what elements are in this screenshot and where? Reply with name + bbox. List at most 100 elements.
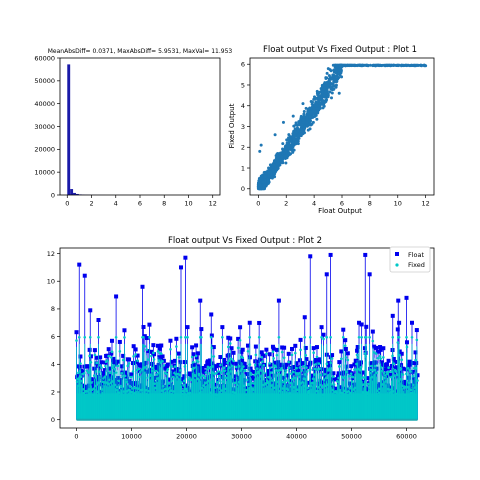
float-marker [364,324,369,329]
fixed-marker [223,366,226,370]
scatter-point [291,135,295,139]
plot-frame [59,247,435,429]
fixed-marker [123,374,127,378]
fixed-marker [299,348,302,352]
fixed-marker [106,359,109,362]
plot2-marks [74,252,420,421]
float-marker [182,360,187,365]
scatter-point [271,168,275,172]
float-marker [135,353,140,358]
float-marker [121,387,126,392]
float-marker [343,346,348,351]
float-marker [357,320,362,325]
fixed-marker [202,374,206,378]
float-marker [88,308,93,313]
float-marker [137,368,142,373]
float-marker [321,332,326,337]
scatter-point [275,158,279,162]
float-marker [291,382,296,387]
float-marker [413,350,418,355]
float-marker [376,349,381,354]
float-marker [102,368,107,373]
fixed-marker [171,375,175,379]
fixed-marker [325,336,329,339]
fixed-marker [156,350,160,353]
fixed-marker [407,366,410,370]
float-marker [176,351,181,356]
fixed-marker [208,366,212,370]
fixed-marker [117,379,120,383]
float-marker [77,262,82,267]
float-marker [86,364,91,369]
float-marker [347,369,352,374]
scatter-point [328,90,332,94]
scatter-point [332,87,336,91]
float-marker [171,385,176,390]
float-marker [349,364,354,369]
float-marker [222,361,227,366]
float-marker [256,364,261,369]
scatter-point [352,63,356,67]
float-marker [165,362,170,367]
fixed-marker [192,366,196,370]
float-marker [140,284,145,289]
float-marker [353,382,358,387]
float-marker [272,381,277,386]
scatter-point [313,110,317,114]
scatter-point [293,127,297,131]
float-marker [401,383,406,388]
float-marker [220,325,225,330]
float-marker [216,362,221,367]
fixed-marker [293,351,297,355]
fixed-marker [382,371,386,375]
float-marker [100,382,105,387]
scatter-point [334,75,338,79]
float-marker [189,371,194,376]
fixed-marker [388,388,392,391]
fixed-marker [165,372,168,376]
fixed-marker [282,356,286,360]
float-marker [378,347,383,352]
y-tick-label: 6 [241,61,245,69]
float-marker [330,385,335,390]
fixed-marker [154,369,158,373]
fixed-marker [338,365,341,368]
scatter-point [316,107,320,111]
scatter-point [299,127,303,131]
scatter-point [388,63,392,67]
fixed-marker [250,381,254,385]
float-marker [158,357,163,362]
fixed-marker [116,364,120,368]
float-marker [238,325,243,330]
scatter-point [311,120,315,124]
float-marker [274,363,279,368]
float-marker [411,377,416,382]
float-marker [99,360,104,365]
float-marker [360,386,365,391]
scatter-point [410,63,414,67]
float-marker [223,384,228,389]
float-marker [324,272,329,277]
scatter-point [338,64,342,68]
fixed-marker [383,376,386,380]
scatter-point [302,131,306,135]
float-marker [157,346,162,351]
float-marker [127,379,132,384]
float-marker [244,386,249,391]
float-marker [154,367,159,372]
float-marker [96,318,101,322]
float-marker [297,358,302,363]
scatter-point [294,130,298,134]
fixed-marker [204,371,208,374]
float-marker [397,349,402,354]
fixed-marker [79,362,82,365]
float-marker [339,386,344,391]
float-marker [300,375,305,380]
fixed-marker [392,362,396,365]
fixed-marker [371,339,375,343]
fixed-marker [332,383,336,386]
fixed-marker [297,372,300,375]
fixed-marker [138,371,142,374]
scatter-point [262,184,266,188]
fixed-marker [230,357,233,361]
